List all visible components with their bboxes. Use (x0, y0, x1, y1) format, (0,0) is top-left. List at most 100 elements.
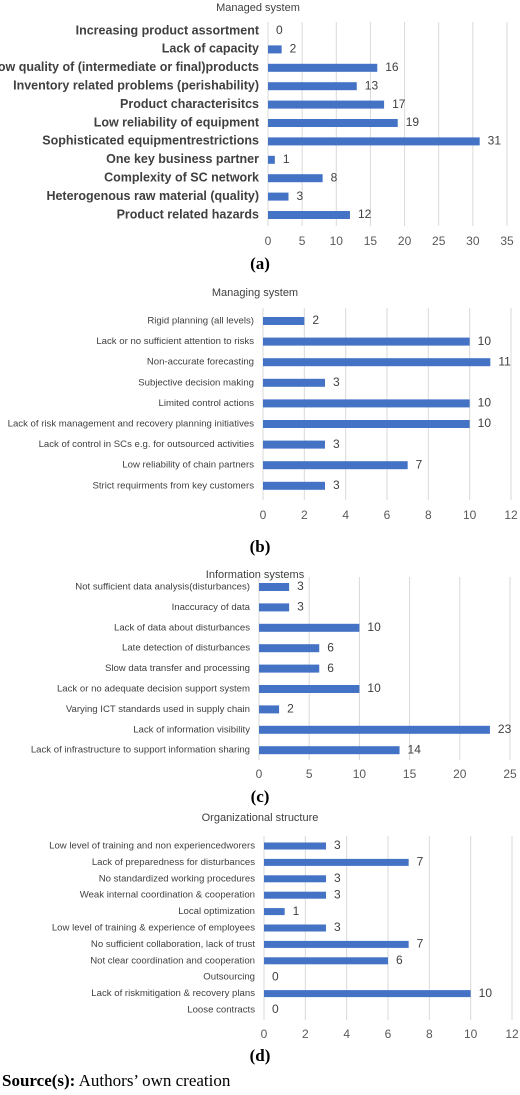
category-label: Not sufficient data analysis(disturbance… (75, 582, 250, 593)
category-label: Lack or no adequate decision support sys… (57, 684, 250, 695)
bar (268, 155, 275, 164)
category-label: Lack of preparedness for disturbances (92, 857, 255, 868)
bar (264, 875, 326, 883)
chart-title: Organizational structure (202, 812, 319, 824)
panel-label: (a) (250, 254, 270, 273)
value-label: 11 (498, 354, 511, 368)
value-label: 1 (283, 152, 290, 166)
x-tick-label: 0 (260, 508, 267, 522)
value-label: 3 (334, 838, 341, 852)
bar (259, 746, 400, 755)
bar (264, 908, 285, 916)
x-tick-label: 0 (256, 767, 263, 781)
category-label: Lack of information visibility (133, 724, 250, 735)
value-label: 3 (296, 189, 303, 203)
category-label: Product characterisitcs (120, 97, 259, 111)
bar (264, 842, 326, 850)
x-tick-label: 0 (265, 234, 272, 248)
x-tick-label: 12 (504, 508, 518, 522)
category-label: Low level of training & experience of em… (52, 923, 255, 934)
x-tick-label: 6 (384, 508, 391, 522)
value-label: 3 (333, 478, 340, 492)
bar (268, 192, 289, 201)
x-tick-label: 2 (302, 1027, 309, 1041)
x-tick-label: 8 (426, 1027, 433, 1041)
category-label: Inventory related problems (perishabilit… (13, 78, 259, 92)
bar (259, 583, 290, 591)
x-tick-label: 15 (403, 767, 417, 781)
x-tick-label: 20 (453, 767, 467, 781)
chart-title: Information systems (206, 569, 305, 581)
category-label: Low reliability of chain partners (122, 460, 254, 471)
category-label: Local optimization (178, 906, 255, 917)
x-tick-label: 10 (464, 1027, 478, 1041)
value-label: 14 (408, 742, 422, 756)
chart-title: Managed system (216, 2, 300, 14)
bar (268, 100, 385, 109)
value-label: 7 (416, 457, 423, 471)
value-label: 2 (290, 42, 297, 56)
category-label: Inaccuracy of data (172, 602, 251, 613)
value-label: 12 (358, 207, 372, 221)
bar (263, 358, 491, 367)
value-label: 0 (272, 1002, 279, 1016)
value-label: 3 (334, 887, 341, 901)
x-tick-label: 12 (505, 1027, 519, 1041)
bar (259, 644, 320, 653)
x-tick-label: 25 (503, 767, 517, 781)
category-label: Rigid planning (all levels) (147, 316, 254, 327)
category-label: Lack of risk management and recovery pla… (8, 419, 255, 430)
category-label: Lack or no sufficient attention to risks (96, 336, 254, 347)
value-label: 10 (478, 334, 492, 348)
bar (268, 137, 480, 146)
bar (259, 664, 320, 673)
value-label: 23 (498, 722, 512, 736)
x-tick-label: 0 (261, 1027, 268, 1041)
source-label: Source(s): (2, 1071, 75, 1090)
category-label: Weak internal coordination & cooperation (80, 890, 255, 901)
bar (268, 174, 323, 183)
category-label: Sophisticated equipmentrestrictions (42, 134, 259, 148)
value-label: 10 (478, 396, 492, 410)
bar (259, 705, 280, 714)
x-tick-label: 20 (398, 234, 412, 248)
panel-label: (d) (250, 1046, 271, 1065)
value-label: 10 (367, 620, 381, 634)
bar (263, 481, 325, 490)
value-label: 6 (327, 640, 334, 654)
bar (263, 420, 470, 428)
category-label: Low level of training and non experience… (49, 841, 255, 852)
category-label: Low reliability of equipment (94, 115, 260, 129)
bar (268, 45, 282, 54)
bar (268, 82, 357, 91)
bar (268, 63, 378, 72)
bar (264, 891, 326, 899)
category-label: No standardized working procedures (99, 873, 255, 884)
value-label: 8 (331, 170, 338, 184)
value-label: 10 (479, 986, 493, 1000)
bar (263, 399, 470, 408)
value-label: 6 (327, 661, 334, 675)
category-label: Lack of riskmitigation & recovery plans (91, 988, 255, 999)
bar (264, 924, 326, 932)
x-tick-label: 5 (299, 234, 306, 248)
value-label: 16 (385, 60, 399, 74)
bar (259, 725, 490, 734)
value-label: 3 (297, 579, 304, 593)
x-tick-label: 15 (364, 234, 378, 248)
category-label: Non-accurate forecasting (147, 357, 254, 368)
value-label: 2 (287, 702, 294, 716)
x-tick-label: 10 (353, 767, 367, 781)
category-label: Subjective decision making (138, 377, 254, 388)
category-label: One key business partner (106, 152, 259, 166)
x-tick-label: 35 (500, 234, 514, 248)
value-label: 0 (272, 969, 279, 983)
x-tick-label: 6 (385, 1027, 392, 1041)
category-label: Limited control actions (159, 398, 255, 409)
panel-label: (b) (250, 537, 271, 556)
value-label: 6 (396, 953, 403, 967)
x-tick-label: 4 (342, 508, 349, 522)
value-label: 10 (478, 416, 492, 430)
category-label: Late detection of disturbances (122, 643, 250, 654)
